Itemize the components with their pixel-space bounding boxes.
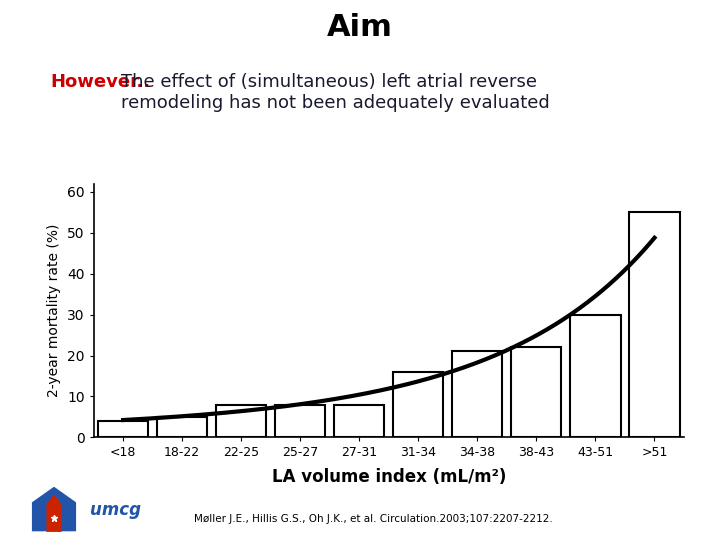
- Polygon shape: [32, 486, 77, 532]
- Bar: [275, 404, 325, 437]
- Text: However..: However..: [50, 73, 150, 91]
- Bar: [629, 212, 680, 437]
- Bar: [570, 315, 621, 437]
- Y-axis label: 2-year mortality rate (%): 2-year mortality rate (%): [48, 224, 61, 397]
- Polygon shape: [47, 494, 62, 532]
- Bar: [216, 404, 266, 437]
- Bar: [334, 404, 384, 437]
- Bar: [157, 417, 207, 437]
- Text: umcg: umcg: [90, 502, 141, 519]
- Bar: [452, 352, 503, 437]
- Bar: [511, 347, 562, 437]
- Bar: [393, 372, 444, 437]
- Text: The effect of (simultaneous) left atrial reverse
remodeling has not been adequat: The effect of (simultaneous) left atrial…: [121, 73, 549, 112]
- X-axis label: LA volume index (mL/m²): LA volume index (mL/m²): [271, 468, 506, 486]
- Bar: [98, 421, 148, 437]
- Text: Aim: Aim: [327, 14, 393, 43]
- Text: Møller J.E., Hillis G.S., Oh J.K., et al. Circulation.2003;107:2207-2212.: Møller J.E., Hillis G.S., Oh J.K., et al…: [194, 514, 553, 524]
